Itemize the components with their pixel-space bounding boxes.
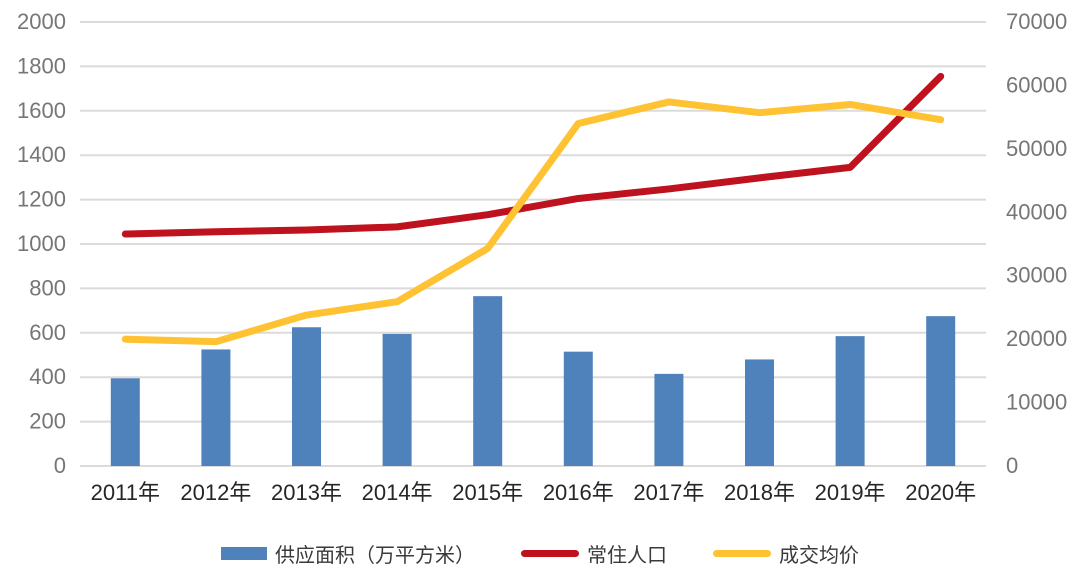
x-axis-category-label: 2016年 — [543, 480, 614, 505]
legend-item-avg-price: 成交均价 — [713, 539, 859, 568]
supply-area-bar — [745, 359, 774, 466]
legend-label-supply-area: 供应面积（万平方米） — [275, 544, 475, 567]
resident-population-line — [121, 72, 945, 238]
right-axis-tick-label: 50000 — [1006, 136, 1067, 161]
right-axis-tick-label: 70000 — [1006, 9, 1067, 34]
supply-area-bar — [563, 351, 593, 466]
x-axis-category-label: 2011年 — [91, 480, 160, 505]
left-axis-tick-label: 1600 — [17, 98, 66, 123]
left-axis-tick-label: 1200 — [17, 187, 66, 212]
legend-label-avg-price: 成交均价 — [779, 544, 859, 567]
left-axis-tick-label: 800 — [29, 275, 66, 300]
supply-area-bar — [835, 336, 865, 466]
left-axis-tick-label: 1000 — [17, 231, 66, 256]
supply-area-bar — [110, 378, 140, 466]
x-axis-category-label: 2013年 — [271, 480, 342, 505]
supply-area-bar — [292, 327, 321, 466]
right-axis-tick-label: 60000 — [1006, 72, 1067, 97]
legend-swatch-avg-price — [713, 549, 771, 557]
left-axis-tick-label: 2000 — [17, 9, 66, 34]
right-axis-tick-label: 0 — [1006, 453, 1018, 478]
x-axis-category-label: 2018年 — [724, 480, 795, 505]
left-axis-tick-label: 600 — [29, 320, 66, 345]
right-axis-tick-label: 10000 — [1006, 390, 1067, 415]
left-axis-tick-label: 1800 — [17, 53, 66, 78]
left-axis-tick-label: 200 — [29, 409, 66, 434]
x-axis-category-label: 2015年 — [452, 480, 523, 505]
left-axis-tick-label: 400 — [29, 364, 66, 389]
right-axis-tick-label: 20000 — [1006, 326, 1067, 351]
legend-label-resident-population: 常住人口 — [587, 544, 667, 567]
plot-area: 0200400600800100012001400160018002000010… — [17, 9, 1067, 505]
left-axis-tick-label: 1400 — [17, 142, 66, 167]
x-axis-category-label: 2014年 — [362, 480, 433, 505]
avg-price-line — [121, 98, 945, 346]
supply-area-bar — [473, 296, 503, 466]
supply-area-bar — [382, 333, 412, 466]
legend: 供应面积（万平方米） 常住人口 成交均价 — [0, 537, 1080, 569]
x-axis-category-label: 2012年 — [180, 480, 251, 505]
supply-area-bar — [926, 316, 956, 466]
right-axis-tick-label: 40000 — [1006, 199, 1067, 224]
x-axis-category-label: 2020年 — [905, 480, 976, 505]
legend-item-supply-area: 供应面积（万平方米） — [221, 539, 475, 568]
x-axis-category-label: 2017年 — [633, 480, 704, 505]
supply-area-bar — [201, 349, 231, 466]
legend-swatch-supply-area — [221, 546, 267, 560]
right-axis-tick-label: 30000 — [1006, 263, 1067, 288]
legend-swatch-resident-population — [521, 549, 579, 557]
supply-area-bar — [654, 373, 684, 466]
x-axis-category-label: 2019年 — [815, 480, 886, 505]
left-axis-tick-label: 0 — [54, 453, 66, 478]
legend-item-resident-population: 常住人口 — [521, 539, 667, 568]
